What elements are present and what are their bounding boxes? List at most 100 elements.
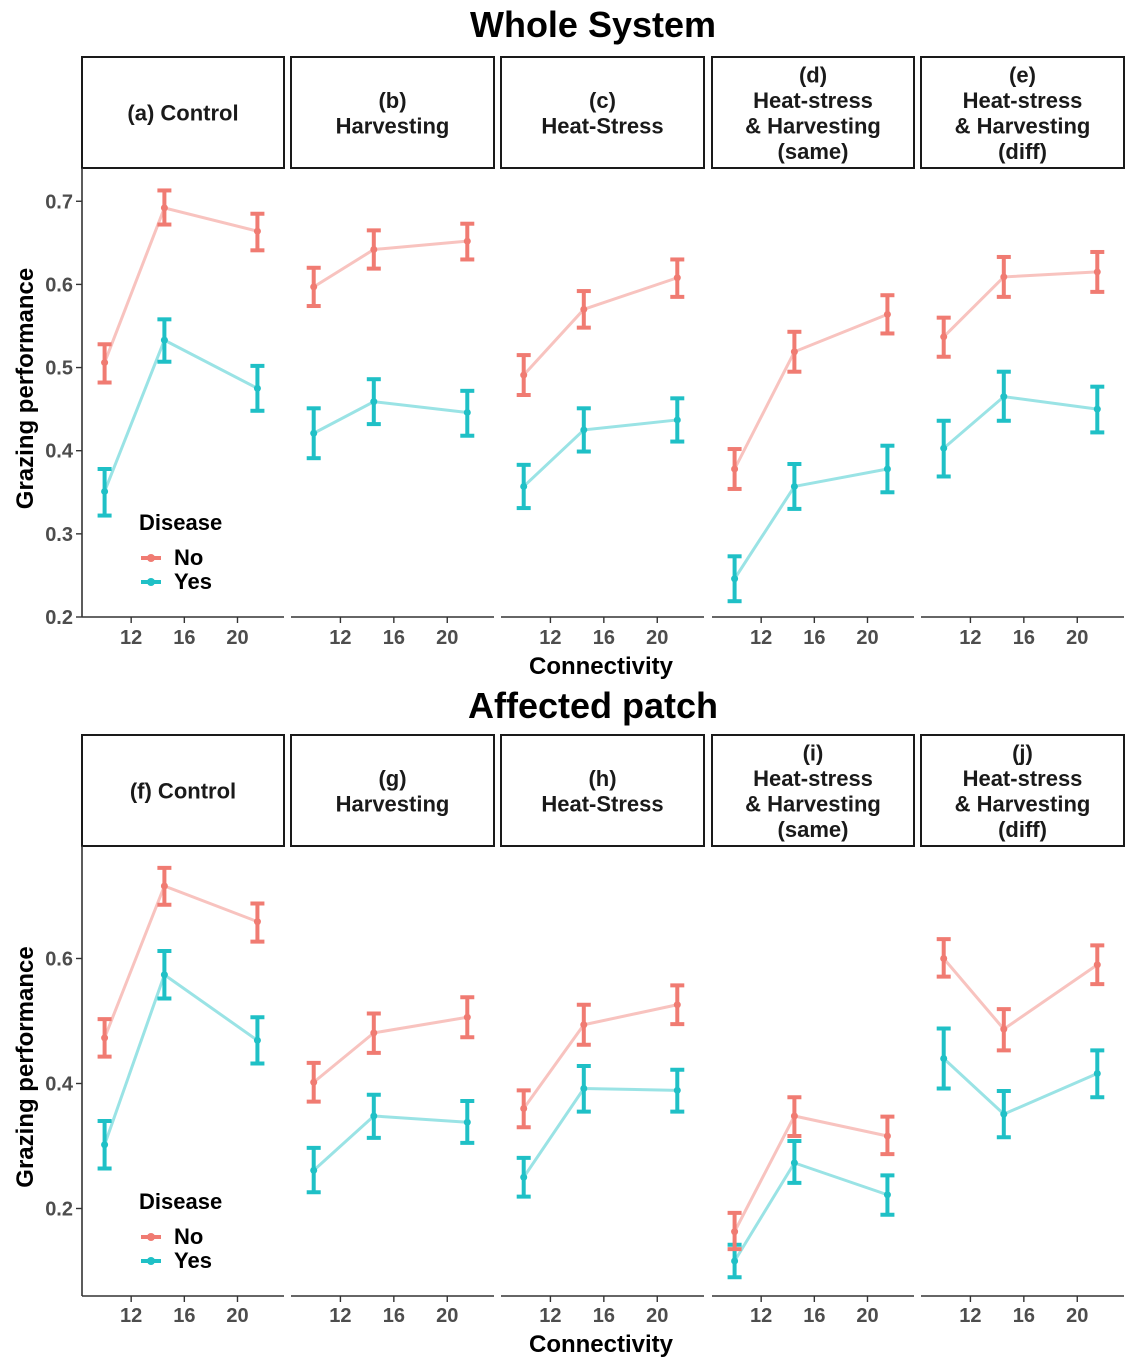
x-tick-label: 12: [959, 1305, 981, 1327]
data-point-no: [790, 348, 798, 356]
whole-system-chart: Whole System (a) Control 0.2 0.3 0.4 0.5 0.6 0…: [12, 4, 1125, 680]
x-tick-label: 20: [856, 1305, 878, 1327]
y-tick-label: 0.7: [45, 191, 73, 213]
panel-strip-label: & Harvesting: [745, 113, 881, 138]
series-line-yes: [942, 1057, 1098, 1116]
series-line-no: [522, 1003, 678, 1110]
legend-key-point: [147, 554, 155, 562]
panel-strip-label: (f) Control: [130, 779, 236, 804]
series-line-no: [942, 270, 1098, 338]
data-point-yes: [463, 408, 471, 416]
series-line-no: [312, 239, 468, 289]
x-tick-label: 20: [226, 1305, 248, 1327]
x-tick-label: 16: [593, 627, 615, 649]
x-tick-label: 20: [646, 627, 668, 649]
panel-0-0: (a) Control 0.2 0.3 0.4 0.5 0.6 0.7 12 16 20: [45, 56, 285, 649]
series-line-no: [942, 957, 1099, 1032]
y-tick-label: 0.4: [45, 441, 74, 463]
x-tick-label: 20: [226, 627, 248, 649]
panel-strip-label: (b): [378, 88, 406, 113]
data-point-no: [580, 305, 588, 313]
x-axis-title: Connectivity: [529, 1331, 674, 1357]
y-tick-label: 0.4: [45, 1074, 74, 1096]
data-point-no: [673, 274, 681, 282]
series-line-yes: [522, 1086, 678, 1179]
data-point-no: [463, 1013, 471, 1021]
series-line-yes: [942, 395, 1098, 450]
legend-key-point: [147, 578, 155, 586]
series-line-no: [733, 1114, 888, 1233]
data-point-yes: [463, 1118, 471, 1126]
panel-strip-label: Heat-stress: [753, 88, 873, 113]
data-point-yes: [310, 1166, 318, 1174]
panel-strip-label: & Harvesting: [955, 113, 1091, 138]
data-point-yes: [370, 398, 378, 406]
data-point-yes: [673, 416, 681, 424]
panel-1-3: (i)Heat-stress& Harvesting(same) 12 16 20: [711, 734, 915, 1327]
x-tick-label: 16: [803, 1305, 825, 1327]
series-line-yes: [733, 1161, 888, 1262]
data-point-no: [940, 955, 948, 962]
panel-strip-box: [920, 56, 1125, 169]
x-tick-label: 12: [329, 627, 351, 649]
data-point-yes: [253, 1036, 261, 1044]
whole-system-title: Whole System: [470, 4, 716, 45]
legend-title: Disease: [139, 510, 222, 535]
x-tick-label: 12: [959, 627, 981, 649]
panel-strip-box: [81, 56, 285, 169]
data-point-no: [883, 310, 891, 318]
panel-strip-label: (h): [588, 766, 616, 791]
data-point-yes: [310, 429, 318, 437]
panel-strip-label: (d): [799, 62, 827, 87]
data-point-yes: [520, 1173, 528, 1181]
legend-key-point: [147, 1233, 155, 1241]
panel-1-0: (f) Control 0.2 0.4 0.6 12 16 20: [45, 734, 285, 1327]
affected-patch-title: Affected patch: [468, 685, 718, 726]
data-point-yes: [101, 487, 109, 495]
data-point-no: [731, 1228, 739, 1236]
panel-strip-label: (i): [803, 740, 824, 765]
data-point-no: [731, 465, 739, 473]
panel-strip-label: Harvesting: [336, 791, 450, 816]
data-point-no: [101, 1034, 109, 1042]
panel-strip-label: (g): [378, 766, 406, 791]
x-tick-label: 12: [750, 627, 772, 649]
x-tick-label: 16: [173, 627, 195, 649]
panel-strip-label: & Harvesting: [955, 791, 1091, 816]
x-tick-label: 20: [856, 627, 878, 649]
panel-0-2: (c)Heat-Stress 12 16 20: [500, 56, 705, 649]
legend-label: Yes: [174, 569, 212, 594]
data-point-yes: [883, 1191, 891, 1199]
data-point-yes: [1093, 1070, 1101, 1077]
x-tick-label: 12: [120, 1305, 142, 1327]
panel-strip-label: & Harvesting: [745, 791, 881, 816]
panel-strip-box: [81, 734, 285, 847]
data-point-no: [310, 1078, 318, 1086]
x-tick-label: 20: [436, 1305, 458, 1327]
x-tick-label: 12: [750, 1305, 772, 1327]
data-point-yes: [101, 1141, 109, 1149]
x-tick-label: 16: [1013, 627, 1035, 649]
panel-1-2: (h)Heat-Stress 12 16 20: [500, 734, 705, 1327]
panel-strip-box: [290, 56, 495, 169]
x-tick-label: 20: [1066, 627, 1088, 649]
data-point-yes: [731, 1257, 739, 1265]
data-point-no: [370, 245, 378, 253]
series-line-no: [312, 1015, 468, 1084]
data-point-yes: [790, 1159, 798, 1167]
data-point-no: [790, 1112, 798, 1120]
data-point-yes: [160, 336, 168, 344]
data-point-no: [253, 918, 261, 926]
x-tick-label: 20: [646, 1305, 668, 1327]
y-axis-title: Grazing performance: [12, 946, 39, 1187]
panel-strip-label: (diff): [998, 139, 1047, 164]
x-tick-label: 12: [329, 1305, 351, 1327]
panel-strip-box: [500, 56, 705, 169]
series-line-yes: [312, 1114, 468, 1172]
panel-0-3: (d)Heat-stress& Harvesting(same) 12 16 20: [711, 56, 915, 649]
legend-label: No: [174, 545, 203, 570]
y-tick-label: 0.5: [45, 358, 73, 380]
x-tick-label: 12: [120, 627, 142, 649]
panel-strip-label: Heat-stress: [963, 766, 1083, 791]
